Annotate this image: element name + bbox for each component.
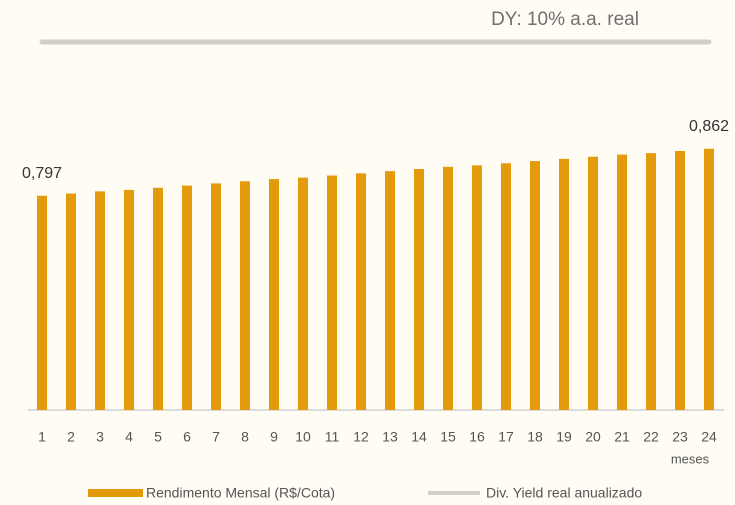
x-tick-label: 8: [241, 429, 249, 445]
legend-swatch: [88, 489, 143, 497]
bar: [298, 177, 308, 410]
x-tick-label: 10: [295, 429, 311, 445]
x-tick-label: 2: [67, 429, 75, 445]
bar: [675, 150, 685, 411]
x-tick-label: 19: [556, 429, 572, 445]
data-label: 0,797: [22, 165, 62, 182]
x-tick-label: 12: [353, 429, 369, 445]
x-tick-label: 17: [498, 429, 514, 445]
bar: [588, 156, 598, 410]
x-tick-label: 18: [527, 429, 543, 445]
x-tick-label: 3: [96, 429, 104, 445]
bar: [385, 171, 395, 410]
annotation: DY: 10% a.a. real: [491, 9, 639, 30]
bar: [153, 187, 163, 410]
bar: [95, 191, 105, 410]
bar: [211, 183, 221, 410]
bar: [704, 148, 714, 410]
x-axis-label: meses: [671, 451, 710, 466]
x-tick-label: 21: [614, 429, 630, 445]
x-tick-label: 6: [183, 429, 191, 445]
x-tick-label: 5: [154, 429, 162, 445]
bar: [617, 154, 627, 410]
x-tick-label: 9: [270, 429, 278, 445]
bar: [124, 189, 134, 410]
x-tick-label: 22: [643, 429, 659, 445]
x-tick-label: 20: [585, 429, 601, 445]
x-tick-label: 24: [701, 429, 717, 445]
bar: [356, 173, 366, 410]
legend-label: Div. Yield real anualizado: [486, 485, 642, 501]
bar: [269, 179, 279, 410]
bar: [443, 166, 453, 410]
x-tick-label: 14: [411, 429, 427, 445]
bar: [66, 193, 76, 410]
data-label: 0,862: [689, 118, 729, 135]
bar: [559, 158, 569, 410]
x-tick-label: 15: [440, 429, 456, 445]
bar: [472, 165, 482, 410]
bar: [327, 175, 337, 410]
bar: [182, 185, 192, 410]
x-tick-label: 16: [469, 429, 485, 445]
legend-label: Rendimento Mensal (R$/Cota): [146, 485, 335, 501]
x-tick-label: 11: [325, 429, 340, 445]
bar: [501, 163, 511, 410]
bar: [414, 168, 424, 410]
bar: [646, 153, 656, 410]
x-tick-label: 23: [672, 429, 688, 445]
x-tick-label: 7: [212, 429, 220, 445]
bar: [530, 161, 540, 410]
x-tick-label: 4: [125, 429, 133, 445]
bar: [37, 195, 47, 410]
x-tick-label: 13: [382, 429, 398, 445]
bar: [240, 181, 250, 410]
x-tick-label: 1: [38, 429, 46, 445]
